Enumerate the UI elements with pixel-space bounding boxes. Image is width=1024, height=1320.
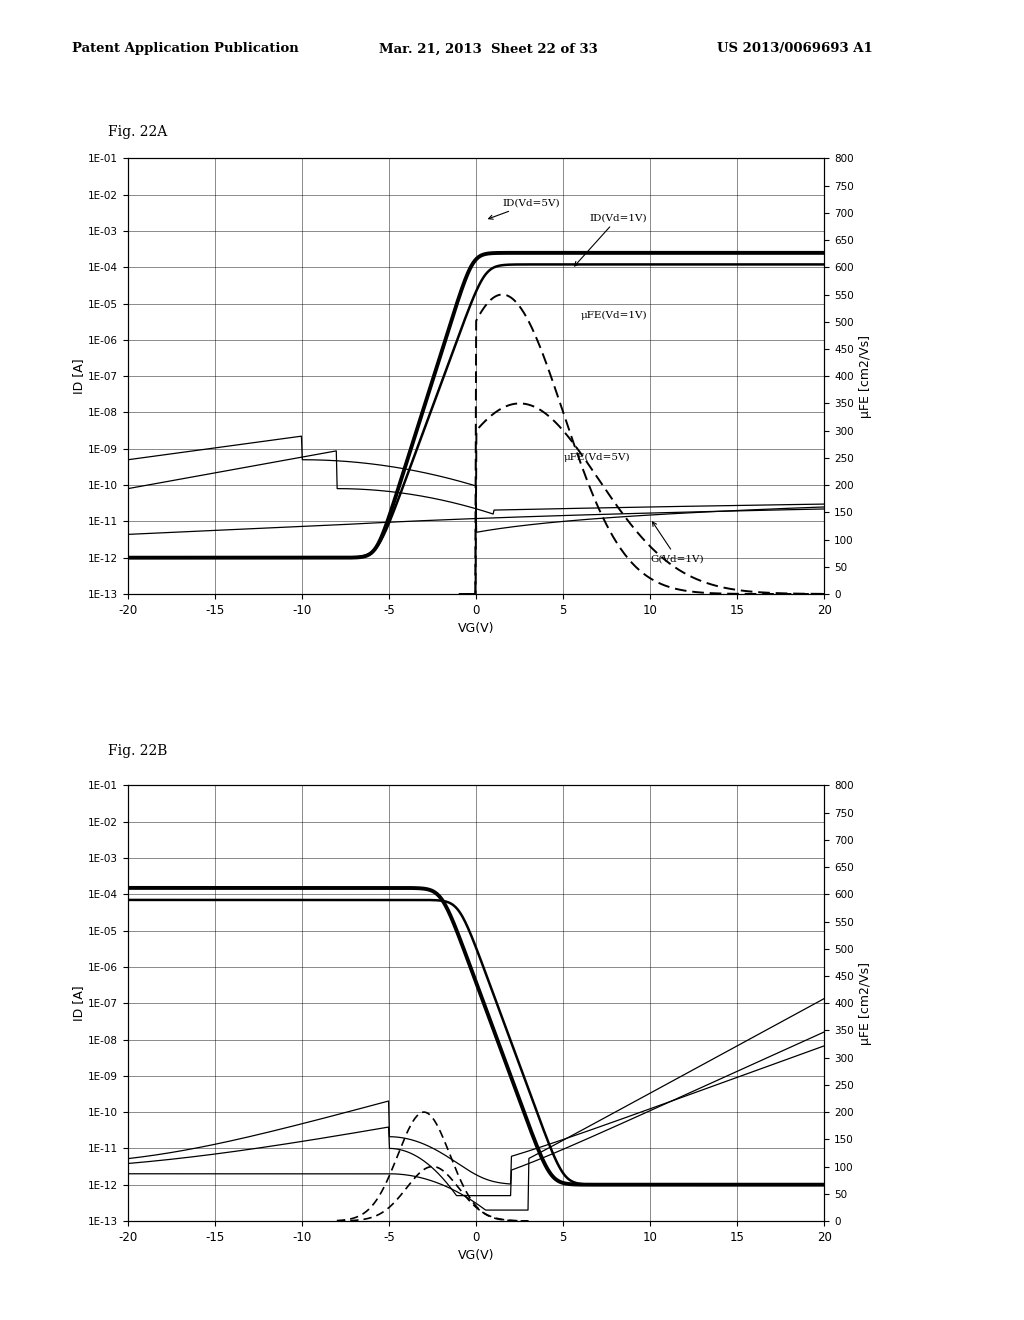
Y-axis label: μFE [cm2/Vs]: μFE [cm2/Vs] (859, 962, 872, 1044)
Text: Mar. 21, 2013  Sheet 22 of 33: Mar. 21, 2013 Sheet 22 of 33 (379, 42, 598, 55)
Y-axis label: μFE [cm2/Vs]: μFE [cm2/Vs] (859, 335, 872, 417)
Text: Patent Application Publication: Patent Application Publication (72, 42, 298, 55)
Text: G(Vd=1V): G(Vd=1V) (650, 521, 703, 564)
Text: Fig. 22B: Fig. 22B (108, 744, 167, 758)
Y-axis label: ID [A]: ID [A] (73, 359, 85, 393)
Y-axis label: ID [A]: ID [A] (73, 986, 85, 1020)
Text: ID(Vd=1V): ID(Vd=1V) (574, 213, 647, 265)
X-axis label: VG(V): VG(V) (458, 622, 495, 635)
X-axis label: VG(V): VG(V) (458, 1249, 495, 1262)
Text: μFE(Vd=5V): μFE(Vd=5V) (563, 453, 630, 462)
Text: μFE(Vd=1V): μFE(Vd=1V) (581, 312, 647, 319)
Text: ID(Vd=5V): ID(Vd=5V) (488, 198, 560, 219)
Text: Fig. 22A: Fig. 22A (108, 125, 167, 139)
Text: US 2013/0069693 A1: US 2013/0069693 A1 (717, 42, 872, 55)
